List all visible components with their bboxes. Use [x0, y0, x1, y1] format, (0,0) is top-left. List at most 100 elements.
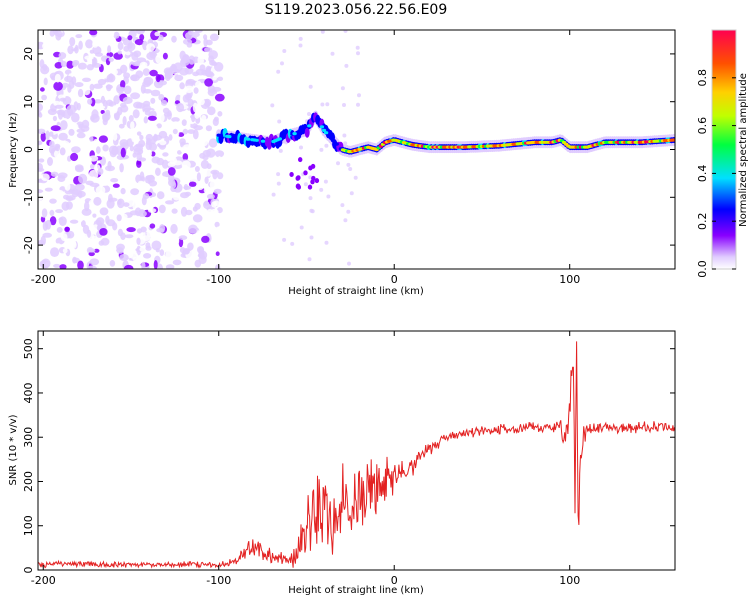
heatmap-cell: [193, 87, 199, 94]
heatmap-cell: [158, 113, 165, 123]
snr-plot-frame: [37, 330, 676, 571]
heatmap-cell: [292, 132, 297, 136]
heatmap-cell: [81, 119, 90, 129]
heatmap-cell: [38, 103, 43, 112]
heatmap-cell: [100, 95, 105, 104]
heatmap-cell: [38, 121, 45, 130]
heatmap-cell: [38, 112, 43, 118]
heatmap-cell: [45, 130, 50, 141]
heatmap-cell: [156, 123, 162, 129]
heatmap-cell: [127, 35, 133, 41]
heatmap-cell: [182, 128, 188, 135]
heatmap-cell: [342, 103, 346, 107]
heatmap-cell: [188, 181, 197, 187]
heatmap-cell: [182, 153, 189, 161]
heatmap-cell: [113, 31, 120, 39]
heatmap-cell: [64, 182, 71, 191]
heatmap-cell: [340, 86, 345, 91]
heatmap-cell: [203, 201, 210, 206]
heatmap-cell: [213, 116, 219, 122]
heatmap-cell: [153, 79, 164, 89]
heatmap-cell: [120, 187, 126, 195]
heatmap-cell: [174, 201, 183, 208]
heatmap-cell: [162, 152, 169, 157]
heatmap-cell: [298, 157, 303, 163]
heatmap-cell: [132, 109, 140, 119]
heatmap-cell: [171, 35, 177, 43]
heatmap-cell: [126, 227, 136, 233]
heatmap-cell: [205, 72, 215, 78]
heatmap-cell: [141, 196, 147, 206]
heatmap-cell: [56, 30, 63, 38]
heatmap-cell: [186, 120, 191, 130]
heatmap-cell: [76, 132, 86, 139]
heatmap-cell: [179, 67, 189, 76]
heatmap-cell: [81, 257, 87, 263]
heatmap-cell: [309, 208, 314, 213]
heatmap-cell: [42, 221, 48, 231]
heatmap-cell: [185, 93, 192, 101]
heatmap-cell: [116, 214, 122, 222]
heatmap-cell: [92, 40, 99, 48]
heatmap-cell: [138, 180, 145, 185]
heatmap-cell: [308, 196, 313, 201]
heatmap-cell: [56, 227, 63, 233]
heatmap-cell: [143, 253, 152, 259]
spectrogram-x-tick-label: -100: [206, 273, 231, 286]
heatmap-cell: [59, 264, 67, 269]
heatmap-cell: [74, 82, 84, 88]
heatmap-cell: [149, 69, 158, 77]
heatmap-cell: [41, 258, 51, 269]
heatmap-cell: [119, 163, 124, 173]
heatmap-cell: [117, 198, 125, 209]
heatmap-cell: [346, 209, 351, 214]
heatmap-cell: [102, 144, 109, 152]
heatmap-cell: [66, 55, 73, 61]
heatmap-cell: [180, 56, 190, 66]
heatmap-cell: [181, 119, 187, 126]
heatmap-cell: [349, 191, 354, 196]
heatmap-cell: [88, 169, 99, 180]
heatmap-cell: [67, 45, 74, 55]
heatmap-cell: [155, 248, 160, 253]
heatmap-cell: [98, 240, 105, 246]
heatmap-cell: [77, 260, 84, 269]
heatmap-cell: [201, 235, 210, 243]
heatmap-cell: [153, 133, 158, 142]
heatmap-cell: [49, 30, 55, 37]
heatmap-cell: [326, 194, 331, 199]
heatmap-cell: [147, 208, 157, 213]
heatmap-cell: [171, 117, 180, 123]
heatmap-cell: [309, 235, 314, 240]
heatmap-cell: [215, 264, 221, 269]
heatmap-cell: [132, 152, 137, 158]
heatmap-cell: [167, 167, 176, 176]
heatmap-cell: [215, 226, 224, 235]
spectrogram-y-tick-label: 20: [22, 47, 35, 61]
heatmap-cell: [77, 88, 84, 98]
spectrogram-heatmap: [38, 30, 675, 269]
heatmap-cell: [59, 120, 68, 131]
heatmap-cell: [89, 83, 95, 91]
heatmap-cell: [278, 148, 283, 153]
heatmap-cell: [75, 34, 83, 39]
heatmap-cell: [130, 121, 135, 130]
heatmap-cell: [195, 80, 202, 89]
heatmap-cell: [303, 170, 308, 176]
heatmap-cell: [307, 257, 312, 262]
heatmap-cell: [120, 80, 126, 89]
heatmap-cell: [214, 221, 220, 228]
heatmap-cell: [166, 220, 173, 225]
heatmap-cell: [227, 135, 232, 139]
heatmap-cell: [671, 138, 675, 142]
heatmap-cell: [183, 176, 188, 186]
heatmap-cell: [101, 180, 109, 186]
heatmap-cell: [99, 228, 108, 236]
heatmap-cell: [131, 134, 140, 143]
heatmap-cell: [173, 194, 181, 201]
heatmap-cell: [99, 207, 109, 216]
heatmap-cell: [119, 254, 129, 261]
heatmap-cell: [177, 132, 185, 138]
heatmap-cell: [307, 112, 311, 116]
heatmap-cell: [142, 100, 151, 107]
